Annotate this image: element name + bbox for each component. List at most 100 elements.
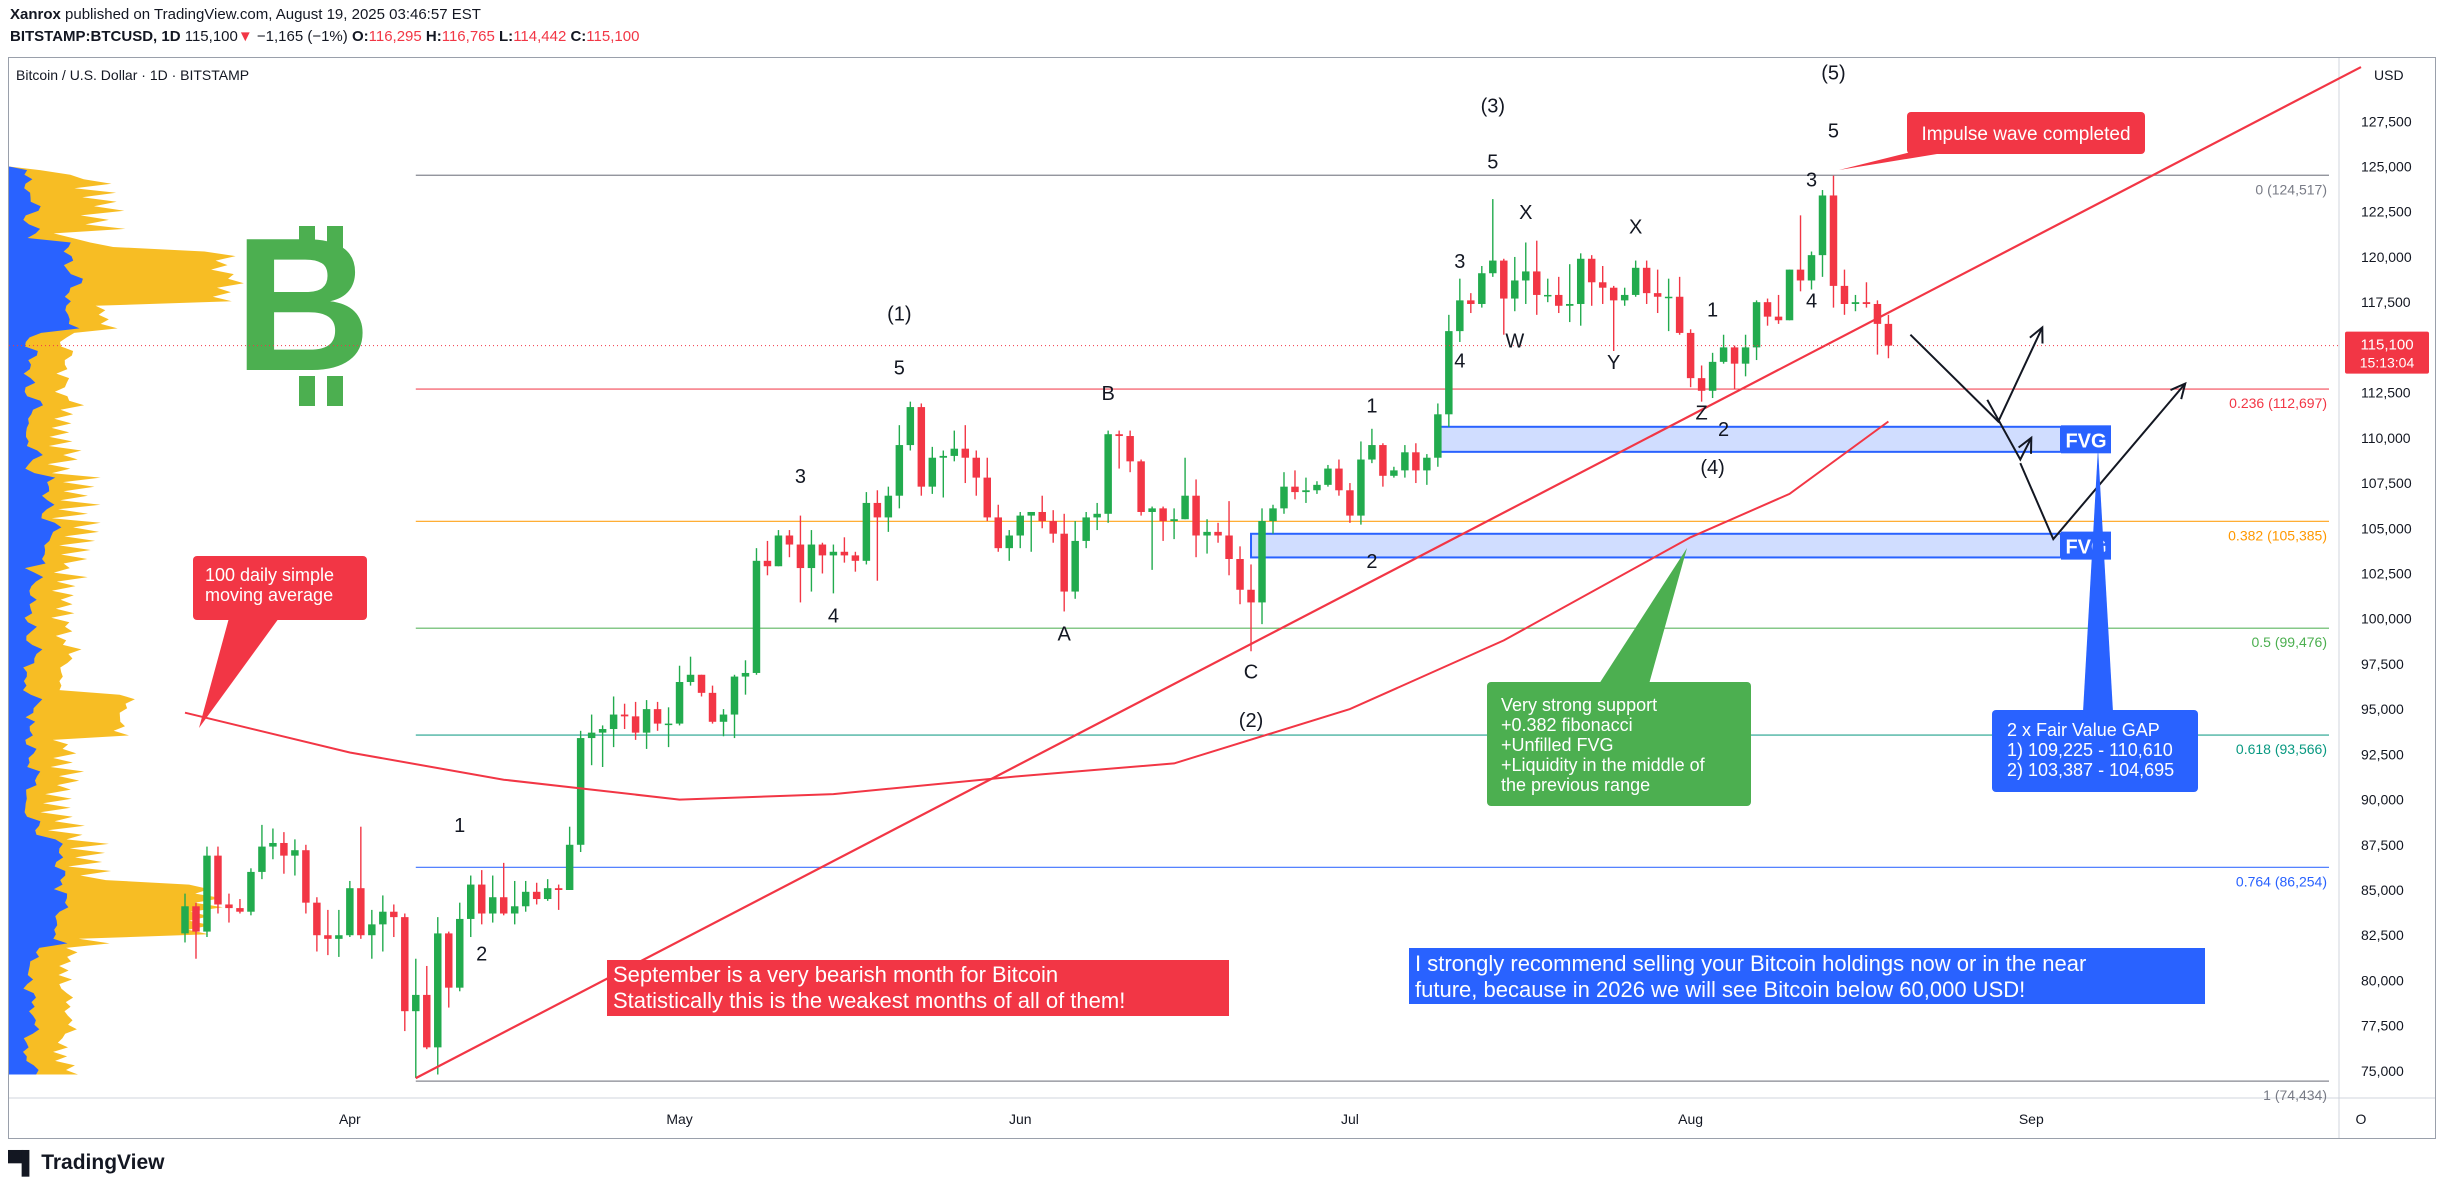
candle <box>1082 511 1090 549</box>
candle <box>521 880 530 912</box>
candle <box>499 862 508 916</box>
candle <box>280 832 288 874</box>
sma-callout-text: 100 daily simple <box>205 565 334 585</box>
candle-body <box>840 551 849 556</box>
price-chart[interactable]: Bitcoin / U.S. Dollar · 1D · BITSTAMP USD… <box>9 58 2435 1138</box>
candle <box>950 430 959 462</box>
candle <box>1774 294 1783 324</box>
candle-body <box>818 544 827 556</box>
candle-body <box>1511 280 1519 299</box>
candle-body <box>1445 331 1453 415</box>
candle-body <box>1313 484 1321 491</box>
wave-label: (5) <box>1821 63 1845 85</box>
sma-100-line <box>184 420 1889 801</box>
candle-body <box>236 908 244 912</box>
september-box <box>607 960 1229 1016</box>
candle <box>686 656 695 686</box>
candle-body <box>1379 445 1387 476</box>
projection-path-3 <box>2019 382 2186 541</box>
candle <box>1423 454 1431 485</box>
candle <box>1587 255 1596 306</box>
candle <box>774 530 783 567</box>
candle-body <box>576 738 585 845</box>
tradingview-logo-icon: ▀▌ <box>8 1150 37 1175</box>
fvg-tag-1 <box>2061 425 2111 454</box>
candle-body <box>653 709 662 724</box>
candle <box>335 909 343 957</box>
candle <box>1467 293 1475 314</box>
candle <box>1686 329 1695 388</box>
candle <box>1225 501 1233 576</box>
candle-body <box>884 495 893 518</box>
candle-body <box>477 884 486 914</box>
y-tick-label: 82,500 <box>2361 927 2404 943</box>
candle <box>1609 285 1618 352</box>
candle <box>390 904 398 938</box>
candle-body <box>291 850 299 856</box>
candle-body <box>1236 559 1244 590</box>
candle-body <box>1807 255 1816 281</box>
low-value: 114,442 <box>513 28 567 45</box>
wave-label: X <box>1629 216 1642 238</box>
candle-body <box>313 902 321 936</box>
bitcoin-logo-bar-bottom-left <box>299 376 315 406</box>
candle <box>895 425 904 509</box>
september-text: September is a very bearish month for Bi… <box>613 962 1058 987</box>
tradingview-footer: ▀▌ TradingView <box>8 1150 165 1176</box>
projection-path-1 <box>1909 327 2044 424</box>
candle <box>1576 253 1585 326</box>
candle <box>423 965 431 1050</box>
candle <box>708 685 717 724</box>
candle-body <box>1609 287 1618 301</box>
low-label: L: <box>499 28 514 45</box>
candle <box>1291 470 1299 500</box>
x-tick-label: Sep <box>2019 1111 2044 1127</box>
candle <box>730 674 739 739</box>
candle-body <box>1368 445 1376 460</box>
candle-body <box>1280 486 1288 509</box>
candle-body <box>1829 195 1838 286</box>
candle <box>983 457 991 522</box>
candle <box>972 450 981 496</box>
candle <box>961 425 970 484</box>
candle-body <box>774 535 783 567</box>
y-tick-label: 110,000 <box>2361 430 2411 446</box>
chart-frame[interactable]: Bitcoin / U.S. Dollar · 1D · BITSTAMP USD… <box>8 57 2436 1139</box>
candle-body <box>1818 195 1827 256</box>
candle-body <box>1456 300 1464 332</box>
candle <box>1620 287 1629 306</box>
candle <box>752 548 761 675</box>
trendline <box>415 66 2362 1080</box>
candle-body <box>1752 302 1761 348</box>
candle-body <box>917 407 926 487</box>
candle <box>1851 294 1860 312</box>
candle-body <box>1247 589 1255 603</box>
wave-label: 2 <box>476 944 487 966</box>
publish-info: Xanrox published on TradingView.com, Aug… <box>10 6 481 23</box>
y-tick-label: 120,000 <box>2361 249 2412 265</box>
candle-body <box>1038 511 1046 522</box>
candle <box>1489 199 1497 277</box>
candle <box>1478 266 1486 308</box>
candle-body <box>675 682 684 724</box>
candle <box>1862 282 1871 308</box>
candle <box>1269 504 1277 534</box>
price-tag <box>2345 331 2429 374</box>
candle <box>357 826 365 939</box>
close-label: C: <box>570 28 587 45</box>
candle <box>1840 269 1849 315</box>
candle-body <box>686 674 695 682</box>
candle-body <box>1434 414 1442 458</box>
x-tick-label: May <box>666 1111 692 1127</box>
candle <box>1445 314 1453 427</box>
candle <box>1631 260 1640 297</box>
candle <box>1434 403 1442 467</box>
candle-body <box>1631 267 1640 295</box>
candle <box>939 450 948 498</box>
candle <box>862 492 871 565</box>
bitcoin-logo-bar-top-right <box>327 226 343 256</box>
candle-body <box>434 933 442 1048</box>
candle-body <box>1544 294 1552 297</box>
candle <box>620 703 629 730</box>
candle-body <box>1796 269 1805 281</box>
